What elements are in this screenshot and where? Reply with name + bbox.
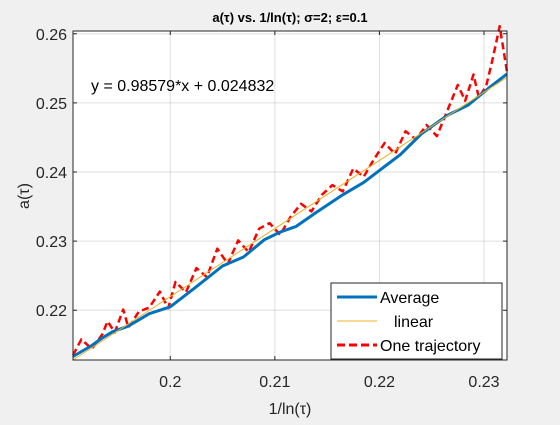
series-line-one-trajectory bbox=[71, 24, 509, 356]
series-layer bbox=[71, 24, 509, 361]
y-axis: 0.22 0.23 0.24 0.25 0.26 bbox=[36, 27, 507, 320]
legend-label-average: Average bbox=[380, 290, 439, 307]
legend-label-linear: linear bbox=[394, 314, 434, 331]
y-tick-label: 0.26 bbox=[36, 27, 67, 44]
x-tick-label: 0.22 bbox=[364, 374, 395, 391]
y-tick-label: 0.25 bbox=[36, 96, 67, 113]
legend: Average linear One trajectory bbox=[330, 282, 503, 360]
fit-equation-annotation: y = 0.98579*x + 0.024832 bbox=[91, 78, 274, 95]
x-tick-label: 0.2 bbox=[159, 374, 181, 391]
y-tick-label: 0.24 bbox=[36, 165, 67, 182]
grid bbox=[73, 31, 507, 360]
x-axis: 0.2 0.21 0.22 0.23 bbox=[159, 31, 500, 391]
legend-label-one-trajectory: One trajectory bbox=[380, 338, 480, 355]
y-tick-label: 0.22 bbox=[36, 303, 67, 320]
series-line-linear bbox=[72, 76, 508, 361]
x-axis-label: 1/ln(τ) bbox=[269, 401, 312, 418]
x-tick-label: 0.21 bbox=[259, 374, 290, 391]
chart-title: a(τ) vs. 1/ln(τ); σ=2; ε=0.1 bbox=[212, 10, 367, 25]
x-tick-label: 0.23 bbox=[468, 374, 499, 391]
y-tick-label: 0.23 bbox=[36, 234, 67, 251]
y-axis-label: a(τ) bbox=[16, 183, 33, 209]
axes-box bbox=[72, 30, 508, 361]
